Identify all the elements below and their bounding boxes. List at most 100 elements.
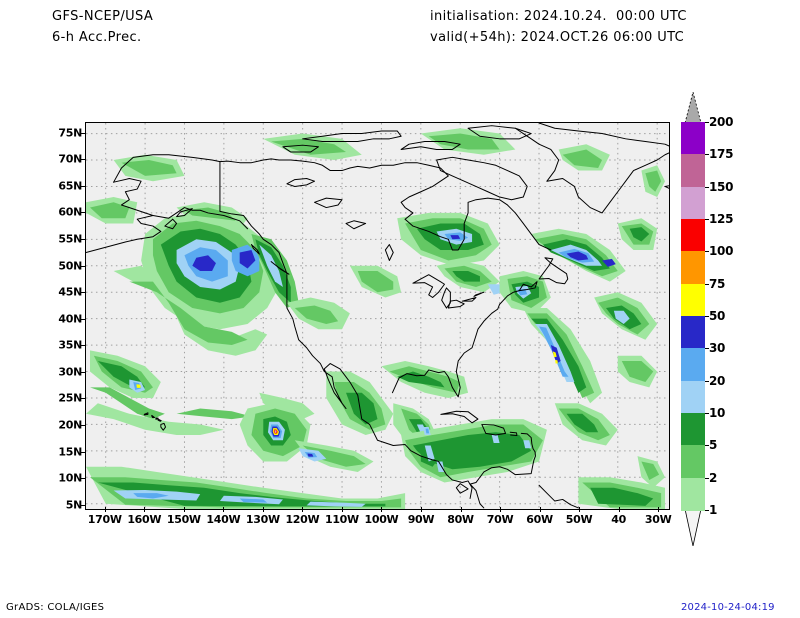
- precipitation-colorbar[interactable]: [681, 122, 705, 511]
- coastline: [509, 431, 518, 436]
- precip-contour: [425, 428, 430, 434]
- coastline: [469, 432, 536, 485]
- precip-contour: [129, 281, 248, 346]
- coastline: [467, 125, 532, 140]
- coastline: [436, 156, 528, 201]
- precip-contour: [629, 227, 650, 242]
- valid-time: valid(+54h): 2024.OCT.26 06:00 UTC: [430, 30, 685, 45]
- coastline: [469, 483, 485, 509]
- colorbar-band-2-5[interactable]: [681, 445, 705, 479]
- y-axis-label: 70N: [58, 152, 82, 166]
- x-tick: [460, 507, 462, 512]
- colorbar-tick: [705, 380, 709, 382]
- precip-contour: [552, 351, 557, 358]
- x-tick: [262, 507, 264, 512]
- y-tick: [80, 185, 85, 187]
- precip-contour: [176, 408, 252, 420]
- coastline: [143, 412, 149, 416]
- x-tick: [302, 507, 304, 512]
- colorbar-band-50-75[interactable]: [681, 283, 705, 317]
- colorbar-band-175-200[interactable]: [681, 122, 705, 155]
- coastline: [155, 417, 159, 420]
- coastline: [113, 154, 221, 183]
- y-axis-label: 75N: [58, 126, 82, 140]
- colorbar-band-150-175[interactable]: [681, 154, 705, 188]
- y-tick: [80, 345, 85, 347]
- precip-contour: [645, 170, 662, 192]
- coastline: [219, 158, 449, 220]
- precip-contour: [424, 445, 435, 462]
- y-tick: [80, 318, 85, 320]
- colorbar-band-5-10[interactable]: [681, 413, 705, 446]
- y-axis-label: 60N: [58, 205, 82, 219]
- precip-contour: [89, 202, 130, 219]
- colorbar-label-50: 50: [709, 309, 726, 323]
- precip-contour: [133, 493, 169, 499]
- coastline: [391, 290, 520, 398]
- precip-contour: [436, 461, 445, 472]
- precip-contour: [136, 384, 141, 388]
- colorbar-band-100-125[interactable]: [681, 219, 705, 252]
- coastline: [455, 483, 469, 494]
- coastline: [538, 257, 569, 285]
- y-tick: [80, 238, 85, 240]
- precip-contour: [346, 392, 378, 425]
- x-tick: [341, 507, 343, 512]
- y-axis-label: 10N: [58, 471, 82, 485]
- y-axis-label: 50N: [58, 259, 82, 272]
- y-tick: [80, 265, 85, 267]
- colorbar-band-10-20[interactable]: [681, 380, 705, 414]
- colorbar-band-30-50[interactable]: [681, 316, 705, 349]
- precip-contour: [294, 305, 339, 324]
- y-tick: [80, 159, 85, 161]
- colorbar-label-75: 75: [709, 276, 726, 291]
- x-axis-label: 40: [611, 513, 626, 526]
- y-axis-label: 65N: [58, 179, 82, 193]
- x-axis-label: 150W: [166, 513, 201, 526]
- x-axis-label: 80W: [447, 513, 474, 526]
- colorbar-label-30: 30: [709, 341, 726, 356]
- colorbar-tick: [705, 251, 709, 253]
- grads-credit: GrADS: COLA/IGES: [6, 602, 105, 613]
- y-axis-label: 15N: [58, 445, 82, 459]
- coastline: [160, 422, 167, 431]
- colorbar-band-20-30[interactable]: [681, 348, 705, 382]
- coastline: [384, 244, 394, 261]
- y-axis-label: 20N: [58, 418, 82, 432]
- colorbar-label-200: 200: [709, 115, 734, 129]
- precip-contour: [192, 255, 216, 272]
- x-tick: [420, 507, 422, 512]
- colorbar-tick: [705, 186, 709, 188]
- x-axis-label: 130W: [245, 513, 280, 526]
- coastline: [514, 127, 560, 182]
- precip-contour: [602, 258, 616, 267]
- coastline: [461, 296, 477, 302]
- precip-contour: [566, 251, 589, 261]
- precip-contour: [121, 160, 177, 176]
- colorbar-tick: [705, 348, 709, 350]
- colorbar-top-arrow-icon: [684, 92, 702, 123]
- coastline: [447, 299, 465, 309]
- field-title: 6-h Acc.Prec.: [52, 30, 142, 45]
- coastline: [286, 178, 316, 187]
- colorbar-label-125: 125: [709, 212, 734, 226]
- coastline: [345, 220, 367, 230]
- colorbar-tick: [705, 316, 709, 317]
- precip-contour: [274, 430, 277, 433]
- colorbar-band-125-150[interactable]: [681, 186, 705, 220]
- y-axis-label: 5N: [65, 498, 83, 512]
- colorbar-tick: [705, 122, 709, 123]
- y-tick: [80, 424, 85, 426]
- x-axis-label: 70W: [486, 513, 514, 526]
- colorbar-bottom-arrow-icon: [684, 509, 702, 546]
- precip-contour: [428, 133, 500, 150]
- y-axis-label: 45N: [58, 285, 82, 299]
- precip-contour: [271, 138, 347, 155]
- coastline: [441, 287, 451, 309]
- precip-contour: [97, 482, 386, 507]
- precip-contour: [86, 403, 224, 435]
- colorbar-band-1-2[interactable]: [681, 477, 705, 511]
- colorbar-band-75-100[interactable]: [681, 251, 705, 285]
- precip-contour: [491, 434, 500, 443]
- precip-contour: [452, 271, 480, 282]
